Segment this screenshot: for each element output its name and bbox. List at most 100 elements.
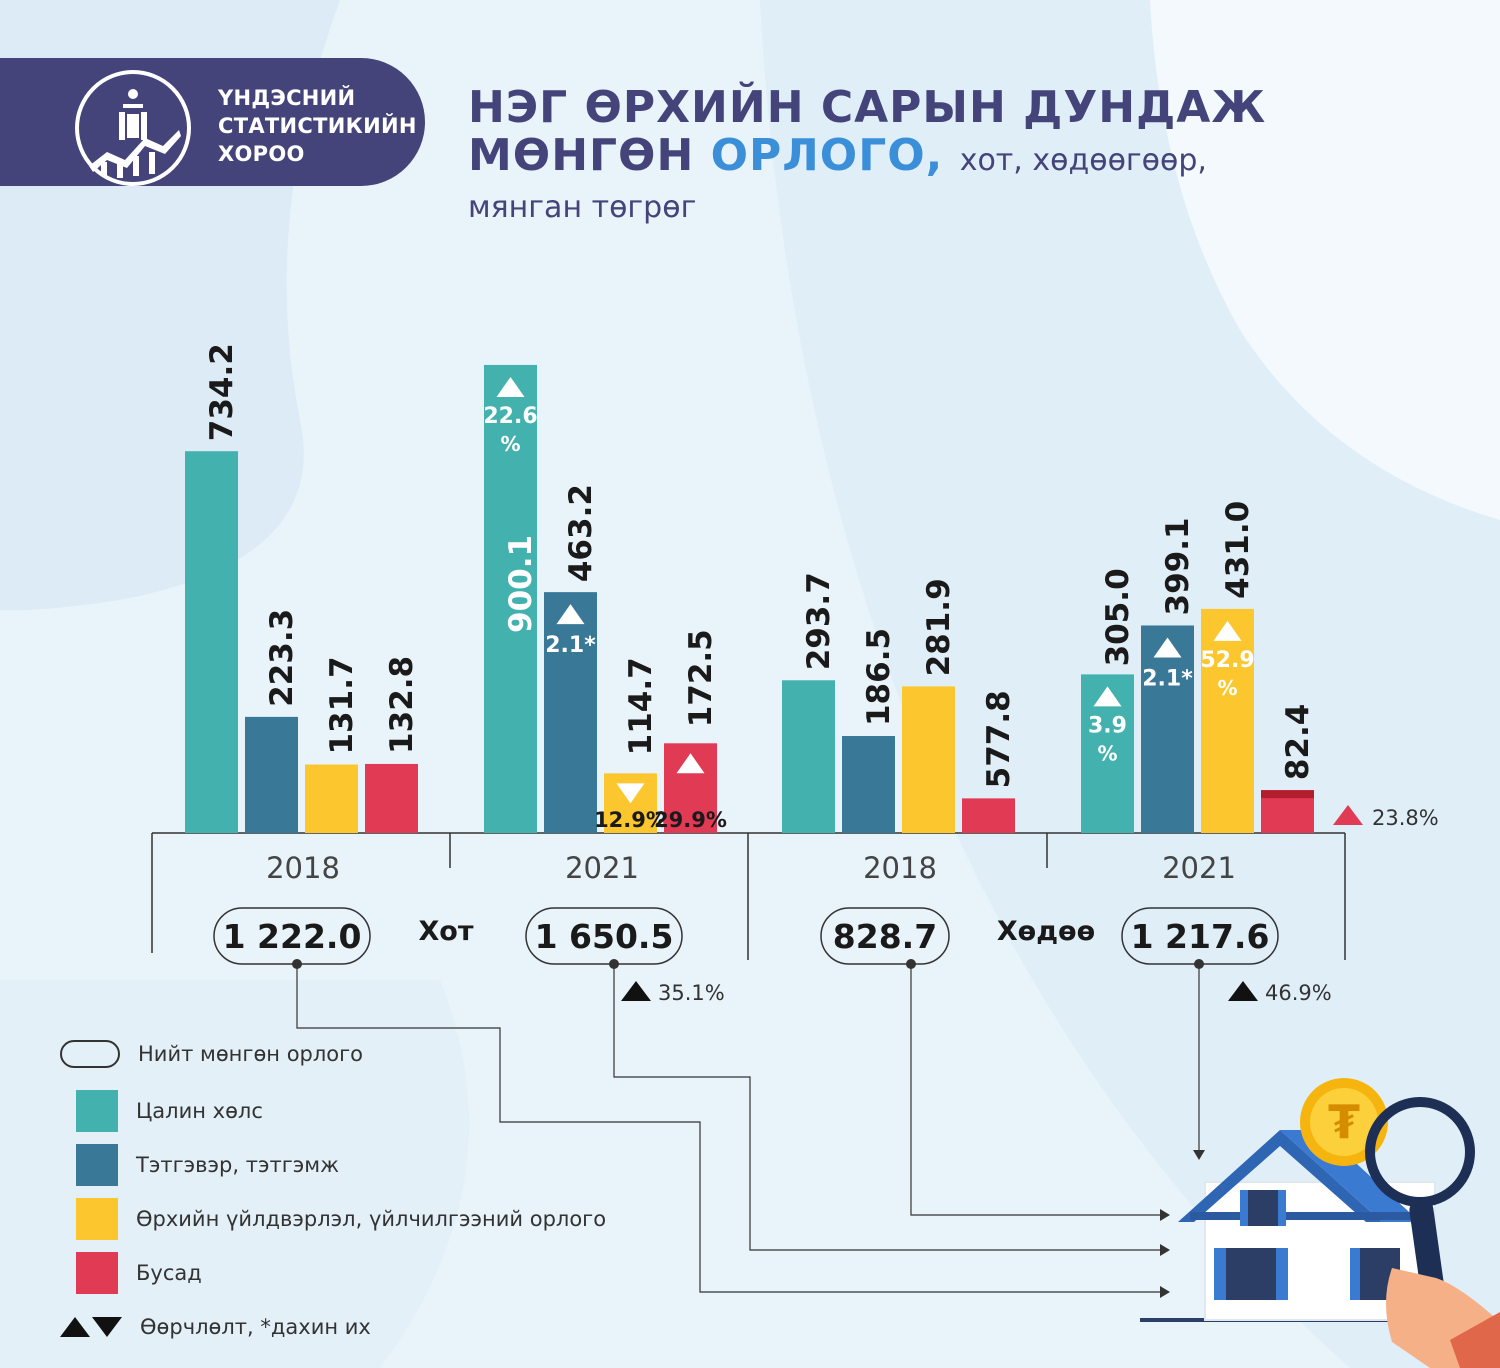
magnifier-icon bbox=[1365, 1097, 1500, 1368]
change-unit: % bbox=[1217, 676, 1237, 700]
change-label: 52.9 bbox=[1200, 648, 1254, 673]
legend-item-wage: Цалин хөлс bbox=[60, 1084, 606, 1138]
change-label: 22.6 bbox=[483, 404, 537, 429]
change-up-icon bbox=[1333, 805, 1363, 825]
change-up-icon bbox=[496, 376, 525, 397]
bar-household-Хөдөө-2021 bbox=[1201, 608, 1254, 833]
org-line-3: ХОРОО bbox=[218, 142, 305, 166]
emblem-icon bbox=[75, 70, 191, 186]
change-up-icon bbox=[621, 981, 651, 1001]
connector-arrowhead bbox=[1160, 1209, 1170, 1221]
value-label: 281.9 bbox=[921, 578, 957, 676]
total-pill bbox=[820, 907, 950, 965]
value-label: 577.8 bbox=[981, 690, 1017, 788]
total-value: 1 650.5 bbox=[535, 917, 674, 956]
page-title: НЭГ ӨРХИЙН САРЫН ДУНДАЖ МӨНГӨН ОРЛОГО, х… bbox=[468, 84, 1266, 231]
legend-item-household: Өрхийн үйлдвэрлэл, үйлчилгээний орлого bbox=[60, 1192, 606, 1246]
value-label: 463.2 bbox=[563, 484, 599, 582]
region-label-rural: Хөдөө bbox=[997, 916, 1095, 947]
value-label: 186.5 bbox=[861, 628, 897, 726]
swatch-other bbox=[76, 1252, 118, 1294]
value-label: 734.2 bbox=[204, 343, 240, 441]
year-label: 2021 bbox=[1162, 851, 1236, 885]
change-label: 2.1* bbox=[545, 633, 596, 658]
legend-label-pension: Тэтгэвэр, тэтгэмж bbox=[136, 1153, 340, 1177]
change-up-icon bbox=[1153, 637, 1182, 658]
value-label: 305.0 bbox=[1100, 568, 1136, 666]
legend-item-total: Нийт мөнгөн орлого bbox=[60, 1038, 606, 1070]
logo-band bbox=[0, 58, 425, 186]
change-unit: % bbox=[1097, 741, 1117, 765]
bar-other-Хот-2018 bbox=[365, 763, 418, 833]
connector-arrowhead bbox=[1160, 1244, 1170, 1256]
change-up-icon bbox=[1228, 981, 1258, 1001]
pill-icon bbox=[60, 1040, 120, 1068]
region-label-city: Хот bbox=[418, 916, 473, 947]
change-up-icon bbox=[1213, 620, 1242, 641]
bar-wage-Хот-2021 bbox=[484, 364, 537, 833]
org-line-1: ҮНДЭСНИЙ bbox=[218, 86, 356, 110]
value-label: 900.1 bbox=[503, 535, 539, 633]
legend: Нийт мөнгөн орлого Цалин хөлс Тэтгэвэр, … bbox=[60, 1038, 606, 1354]
org-line-2: СТАТИСТИКИЙН bbox=[218, 114, 417, 138]
bar-cap bbox=[1261, 790, 1314, 799]
value-label: 172.5 bbox=[683, 629, 719, 727]
total-change-label: 35.1% bbox=[658, 981, 725, 1005]
change-arrows-icon bbox=[60, 1317, 122, 1337]
value-label: 114.7 bbox=[623, 657, 659, 755]
year-label: 2018 bbox=[863, 851, 937, 885]
value-label: 293.7 bbox=[801, 572, 837, 670]
year-label: 2021 bbox=[565, 851, 639, 885]
org-name: ҮНДЭСНИЙ СТАТИСТИКИЙН ХОРОО bbox=[218, 84, 417, 168]
change-label: 23.8% bbox=[1372, 806, 1439, 830]
bar-pension-Хөдөө-2021 bbox=[1141, 625, 1194, 833]
total-change-label: 46.9% bbox=[1265, 981, 1332, 1005]
change-up-icon bbox=[1093, 686, 1122, 707]
year-label: 2018 bbox=[266, 851, 340, 885]
change-label: 2.1* bbox=[1142, 666, 1193, 691]
legend-item-pension: Тэтгэвэр, тэтгэмж bbox=[60, 1138, 606, 1192]
change-unit: % bbox=[500, 432, 520, 456]
change-down-icon bbox=[616, 783, 645, 804]
value-label: 131.7 bbox=[324, 656, 360, 754]
connector-arrowhead bbox=[1160, 1286, 1170, 1298]
value-label: 431.0 bbox=[1220, 501, 1256, 599]
svg-text:₮: ₮ bbox=[1328, 1095, 1360, 1149]
bar-wage-Хот-2018 bbox=[185, 451, 238, 833]
total-value: 828.7 bbox=[833, 917, 937, 956]
bar-household-Хөдөө-2018 bbox=[902, 686, 955, 833]
title-line-2: МӨНГӨН ОРЛОГО, хот, хөдөөгөөр, bbox=[468, 132, 1266, 185]
bar-household-Хот-2018 bbox=[305, 764, 358, 833]
value-label: 132.8 bbox=[384, 656, 420, 754]
swatch-pension bbox=[76, 1144, 118, 1186]
value-label: 82.4 bbox=[1280, 704, 1316, 781]
legend-label-household: Өрхийн үйлдвэрлэл, үйлчилгээний орлого bbox=[136, 1207, 607, 1231]
house-illustration: ₮ bbox=[1140, 1078, 1500, 1368]
connector-arrowhead bbox=[1193, 1150, 1205, 1160]
title-word-money: МӨНГӨН bbox=[468, 130, 695, 181]
title-line-1: НЭГ ӨРХИЙН САРЫН ДУНДАЖ bbox=[468, 82, 1267, 133]
bar-other-Хөдөө-2018 bbox=[962, 798, 1015, 833]
bar-pension-Хот-2021 bbox=[544, 592, 597, 833]
change-up-icon bbox=[676, 753, 705, 774]
swatch-wage bbox=[76, 1090, 118, 1132]
total-pill bbox=[525, 907, 683, 965]
legend-label-other: Бусад bbox=[136, 1261, 202, 1285]
total-value: 1 222.0 bbox=[223, 917, 362, 956]
connector-line bbox=[296, 964, 1160, 1293]
bar-pension-Хот-2018 bbox=[245, 716, 298, 833]
change-up-icon bbox=[556, 604, 585, 625]
legend-item-other: Бусад bbox=[60, 1246, 606, 1300]
title-unit: мянган төгрөг bbox=[468, 190, 697, 225]
legend-item-change: Өөрчлөлт, *дахин их bbox=[60, 1300, 606, 1354]
change-label: 12.9% bbox=[594, 808, 667, 832]
title-word-income: ОРЛОГО, bbox=[710, 130, 944, 181]
legend-label-change: Өөрчлөлт, *дахин их bbox=[140, 1315, 371, 1339]
value-label: 223.3 bbox=[264, 609, 300, 707]
legend-label-total: Нийт мөнгөн орлого bbox=[138, 1042, 364, 1066]
swatch-household bbox=[76, 1198, 118, 1240]
legend-label-wage: Цалин хөлс bbox=[136, 1099, 263, 1123]
change-label: 3.9 bbox=[1088, 713, 1127, 738]
change-label: 29.9% bbox=[654, 808, 727, 832]
